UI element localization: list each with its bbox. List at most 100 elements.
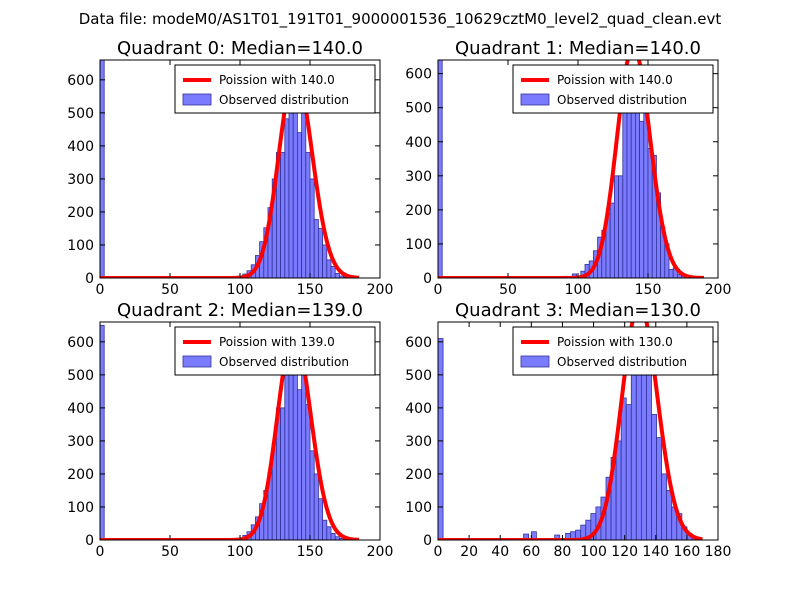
x-tick-label: 200 [367, 282, 394, 298]
y-tick-label: 300 [405, 434, 432, 450]
histogram-bar [615, 440, 622, 540]
x-tick-label: 150 [635, 282, 662, 298]
y-tick-label: 200 [67, 467, 94, 483]
y-tick-label: 400 [405, 135, 432, 151]
legend-bars-swatch [182, 93, 212, 106]
histogram-bar [635, 374, 642, 540]
histogram-bar [326, 526, 332, 540]
x-tick-label: 150 [297, 544, 324, 560]
y-tick-label: 600 [67, 335, 94, 351]
histogram-bar [292, 98, 298, 278]
x-tick-label: 80 [554, 544, 572, 560]
legend-curve-label: Poission with 139.0 [219, 335, 335, 349]
histogram-bar [438, 60, 443, 278]
histogram-bar [322, 519, 328, 540]
y-tick-label: 500 [67, 368, 94, 384]
x-tick-label: 50 [499, 282, 517, 298]
x-tick-label: 200 [705, 282, 732, 298]
panel-1-plot-area [438, 60, 705, 278]
y-tick-label: 500 [405, 101, 432, 117]
x-tick-label: 20 [460, 544, 478, 560]
histogram-bar [523, 533, 530, 540]
y-tick-label: 400 [405, 401, 432, 417]
histogram-bar [625, 404, 632, 540]
histogram-bar [100, 60, 105, 278]
legend-bars-swatch [520, 93, 550, 106]
x-tick-label: 120 [611, 544, 638, 560]
x-tick-label: 100 [227, 544, 254, 560]
x-tick-label: 100 [580, 544, 607, 560]
legend-curve-label: Poission with 140.0 [557, 73, 673, 87]
y-tick-label: 300 [67, 172, 94, 188]
histogram-bar [620, 397, 627, 540]
legend-bars-label: Observed distribution [557, 355, 687, 369]
x-tick-label: 100 [227, 282, 254, 298]
x-tick-label: 0 [96, 282, 105, 298]
x-tick-label: 160 [674, 544, 701, 560]
histogram-bar [647, 148, 653, 278]
histogram-bar [313, 473, 319, 540]
histogram-bar [309, 178, 315, 278]
x-tick-label: 60 [522, 544, 540, 560]
y-tick-label: 500 [67, 106, 94, 122]
histogram-bar [554, 534, 561, 540]
legend-bars-swatch [182, 355, 212, 368]
histogram-bar [309, 450, 315, 540]
histogram-bar [301, 99, 307, 278]
legend-curve-label: Poission with 130.0 [557, 335, 673, 349]
x-tick-label: 50 [161, 282, 179, 298]
histogram-bar [666, 490, 673, 540]
histogram-bar [284, 374, 290, 540]
y-tick-label: 100 [405, 500, 432, 516]
histogram-bar [296, 389, 302, 540]
histogram-bar [661, 473, 668, 540]
histogram-bar [305, 152, 311, 278]
histogram-bar [100, 324, 105, 540]
histogram-bar [317, 498, 323, 540]
panel-2-title: Quadrant 2: Median=139.0 [117, 300, 363, 321]
histogram-bar [330, 266, 336, 278]
x-tick-label: 100 [565, 282, 592, 298]
legend-bars-swatch [520, 355, 550, 368]
x-tick-label: 0 [96, 544, 105, 560]
histogram-bar [284, 118, 290, 278]
histogram-bar [626, 110, 632, 278]
x-tick-label: 40 [491, 544, 509, 560]
y-tick-label: 0 [85, 533, 94, 549]
histogram-bar [646, 348, 652, 540]
y-tick-label: 200 [67, 205, 94, 221]
y-tick-label: 300 [405, 169, 432, 185]
x-tick-label: 0 [434, 282, 443, 298]
histogram-bar [614, 175, 620, 278]
y-tick-label: 400 [67, 139, 94, 155]
y-tick-label: 500 [405, 368, 432, 384]
histogram-bar [668, 269, 674, 278]
y-tick-label: 0 [423, 533, 432, 549]
x-tick-label: 200 [367, 544, 394, 560]
x-tick-label: 140 [642, 544, 669, 560]
panel-0-title: Quadrant 0: Median=140.0 [117, 38, 363, 59]
histogram-bar [326, 259, 332, 278]
histogram-bar [322, 244, 328, 278]
histogram-bar [280, 407, 286, 540]
figure-suptitle: Data file: modeM0/AS1T01_191T01_90000015… [79, 10, 722, 29]
histogram-bar [317, 228, 323, 278]
y-tick-label: 400 [67, 401, 94, 417]
histogram-bar [640, 364, 647, 540]
x-tick-label: 180 [705, 544, 732, 560]
legend-bars-label: Observed distribution [219, 355, 349, 369]
y-tick-label: 600 [67, 73, 94, 89]
histogram-bar [618, 175, 624, 278]
histogram-bar [296, 132, 302, 278]
y-tick-label: 200 [405, 203, 432, 219]
panel-3-title: Quadrant 3: Median=130.0 [455, 300, 701, 321]
histogram-bar [651, 414, 657, 540]
y-tick-label: 100 [405, 237, 432, 253]
histogram-bar [656, 437, 663, 540]
histogram-bar [313, 219, 319, 278]
histogram-bar [438, 338, 444, 540]
histogram-bar [609, 202, 615, 278]
x-tick-label: 0 [434, 544, 443, 560]
